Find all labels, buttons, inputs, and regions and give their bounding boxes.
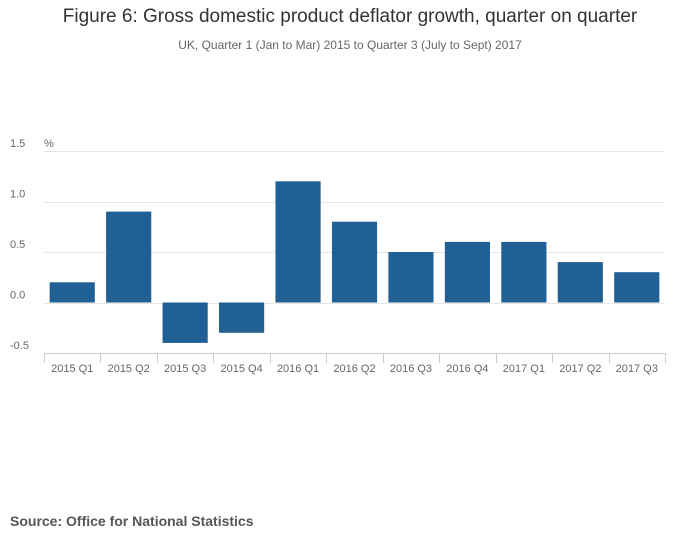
x-tick-label: 2016 Q2: [333, 363, 375, 375]
x-tick-label: 2017 Q3: [616, 363, 658, 375]
x-tick-label: 2015 Q3: [164, 363, 206, 375]
y-tick-label: 0.0: [10, 290, 25, 302]
source-note: Source: Office for National Statistics: [10, 513, 254, 529]
bar-2015-q2: [106, 211, 152, 303]
x-axis: 2015 Q1 2015 Q2 2015 Q3 2015 Q4 2016 Q1 2016 …: [44, 353, 666, 375]
y-axis-label: %: [44, 138, 54, 150]
bar-2015-q4: [219, 302, 265, 333]
y-tick-label: 1.0: [10, 189, 25, 201]
bar-2016-q3: [388, 252, 434, 303]
y-tick-label: -0.5: [10, 340, 29, 352]
x-tick-label: 2016 Q3: [390, 363, 432, 375]
bar-2015-q3: [162, 302, 208, 343]
bar-2017-q1: [501, 241, 547, 303]
bar-2016-q1: [275, 181, 321, 303]
bar-2016-q4: [444, 241, 490, 303]
bar-2015-q1: [49, 282, 95, 303]
bar-2017-q2: [557, 262, 603, 303]
chart-subtitle: UK, Quarter 1 (Jan to Mar) 2015 to Quart…: [178, 38, 522, 52]
x-tick-label: 2016 Q4: [446, 363, 488, 375]
x-tick-label: 2015 Q1: [51, 363, 93, 375]
bar-2017-q3: [614, 272, 660, 303]
y-axis-ticks: 1.5 1.0 0.5 0.0 -0.5: [10, 138, 29, 352]
x-tick-label: 2017 Q2: [559, 363, 601, 375]
bars: [49, 181, 660, 343]
bar-2016-q2: [331, 221, 378, 303]
x-tick-label: 2015 Q2: [108, 363, 150, 375]
x-tick-label: 2016 Q1: [277, 363, 319, 375]
x-tick-label: 2017 Q1: [503, 363, 545, 375]
y-tick-label: 0.5: [10, 239, 25, 251]
y-tick-label: 1.5: [10, 138, 25, 150]
chart-title: Figure 6: Gross domestic product deflato…: [62, 6, 638, 27]
x-tick-label: 2015 Q4: [220, 363, 262, 375]
